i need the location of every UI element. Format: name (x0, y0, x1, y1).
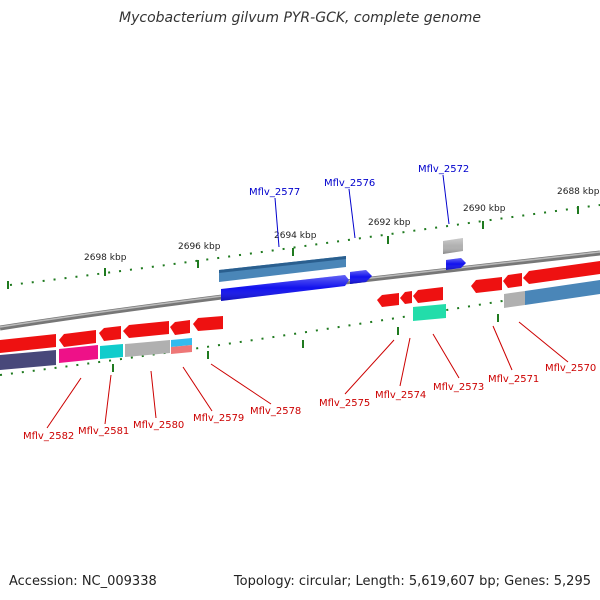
leader-line (46, 377, 82, 429)
gene-feature (99, 326, 121, 341)
gene-feature (219, 256, 346, 273)
gene-feature (377, 293, 399, 307)
gene-label: Mflv_2573 (433, 382, 484, 393)
tick-label: 2692 kbp (368, 218, 411, 228)
gene-feature (413, 304, 446, 321)
tick-label: 2690 kbp (463, 204, 506, 214)
gene-label: Mflv_2578 (250, 406, 301, 417)
gene-feature (0, 350, 56, 370)
accession-text: Accession: NC_009338 (9, 574, 157, 589)
leader-line (182, 366, 213, 412)
gene-feature (59, 330, 96, 347)
major-ticks (7, 206, 579, 372)
leader-line (210, 363, 272, 405)
leader-line (150, 370, 157, 419)
gene-feature (504, 291, 525, 308)
gene-feature (400, 291, 412, 304)
gene-feature (100, 344, 123, 359)
leader-line (344, 339, 395, 395)
gene-feature (503, 273, 522, 288)
reverse-features-left (0, 316, 223, 370)
leader-line (492, 325, 513, 371)
gene-feature (0, 334, 56, 353)
forward-features (219, 238, 466, 301)
tick-label: 2696 kbp (178, 242, 221, 252)
gene-label: Mflv_2577 (249, 187, 300, 198)
leader-line (518, 321, 569, 363)
leader-line (348, 188, 356, 239)
gene-label: Mflv_2572 (418, 164, 469, 175)
tick-label: 2698 kbp (84, 253, 127, 263)
upper-leader-lines (274, 174, 450, 248)
gene-feature (523, 261, 600, 284)
gene-label: Mflv_2580 (133, 420, 184, 431)
upper-gene-labels: Mflv_2577 Mflv_2576 Mflv_2572 (249, 164, 469, 198)
gene-feature (171, 345, 192, 354)
gene-feature (125, 340, 170, 357)
leader-line (104, 374, 112, 425)
gene-feature (471, 277, 502, 293)
leader-line (399, 337, 411, 387)
lower-gene-labels: Mflv_2582 Mflv_2581 Mflv_2580 Mflv_2579 … (23, 363, 596, 442)
leader-line (274, 197, 280, 248)
gene-label: Mflv_2576 (324, 178, 375, 189)
gene-label: Mflv_2574 (375, 390, 426, 401)
gene-feature (171, 338, 192, 347)
gene-label: Mflv_2579 (193, 413, 244, 424)
lower-leader-lines (46, 321, 569, 429)
upper-tick-arc (9, 204, 600, 286)
gene-feature (525, 280, 600, 305)
topology-text: Topology: circular; Length: 5,619,607 bp… (233, 574, 591, 589)
gene-label: Mflv_2571 (488, 374, 539, 385)
gene-feature (193, 316, 223, 331)
tick-label: 2688 kbp (557, 187, 600, 197)
gene-feature (123, 321, 169, 338)
leader-line (432, 333, 460, 379)
leader-line (442, 174, 450, 225)
tick-label: 2694 kbp (274, 231, 317, 241)
gene-label: Mflv_2575 (319, 398, 370, 409)
gene-label: Mflv_2582 (23, 431, 74, 442)
tick-labels: 2698 kbp 2696 kbp 2694 kbp 2692 kbp 2690… (84, 187, 600, 263)
gene-feature (413, 287, 443, 303)
map-title: Mycobacterium gilvum PYR-GCK, complete g… (119, 10, 481, 26)
gene-feature (59, 345, 98, 363)
reverse-features-right (377, 261, 600, 321)
gene-label: Mflv_2570 (545, 363, 596, 374)
gene-label: Mflv_2581 (78, 426, 129, 437)
gene-feature (170, 320, 190, 335)
